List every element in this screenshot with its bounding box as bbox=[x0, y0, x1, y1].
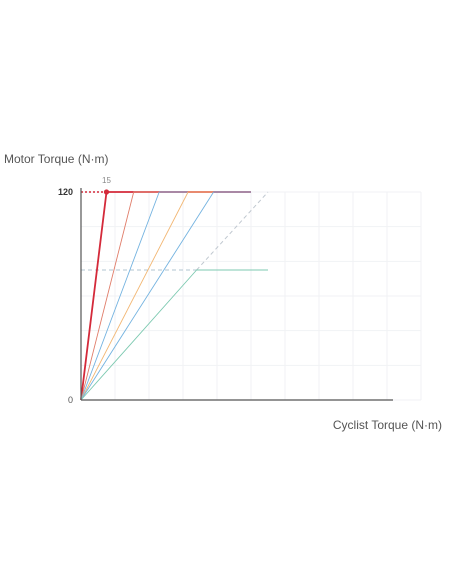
y-tick-label: 120 bbox=[58, 187, 73, 197]
y-tick-labels: 0 120 bbox=[58, 187, 73, 405]
grid bbox=[80, 191, 422, 401]
series-lines bbox=[80, 191, 268, 401]
series-line-5 bbox=[80, 191, 251, 401]
reference-lines bbox=[81, 191, 269, 271]
reference-line bbox=[196, 191, 269, 271]
y-axis-title: Motor Torque (N·m) bbox=[4, 152, 108, 166]
x-axis-title: Cyclist Torque (N·m) bbox=[333, 418, 442, 432]
annotation-marker bbox=[103, 189, 110, 195]
annotation-label: 15 bbox=[102, 176, 111, 185]
axes bbox=[80, 188, 393, 401]
series-line-6 bbox=[80, 269, 268, 401]
annotations: 15 bbox=[102, 176, 111, 195]
y-tick-label: 0 bbox=[68, 395, 73, 405]
